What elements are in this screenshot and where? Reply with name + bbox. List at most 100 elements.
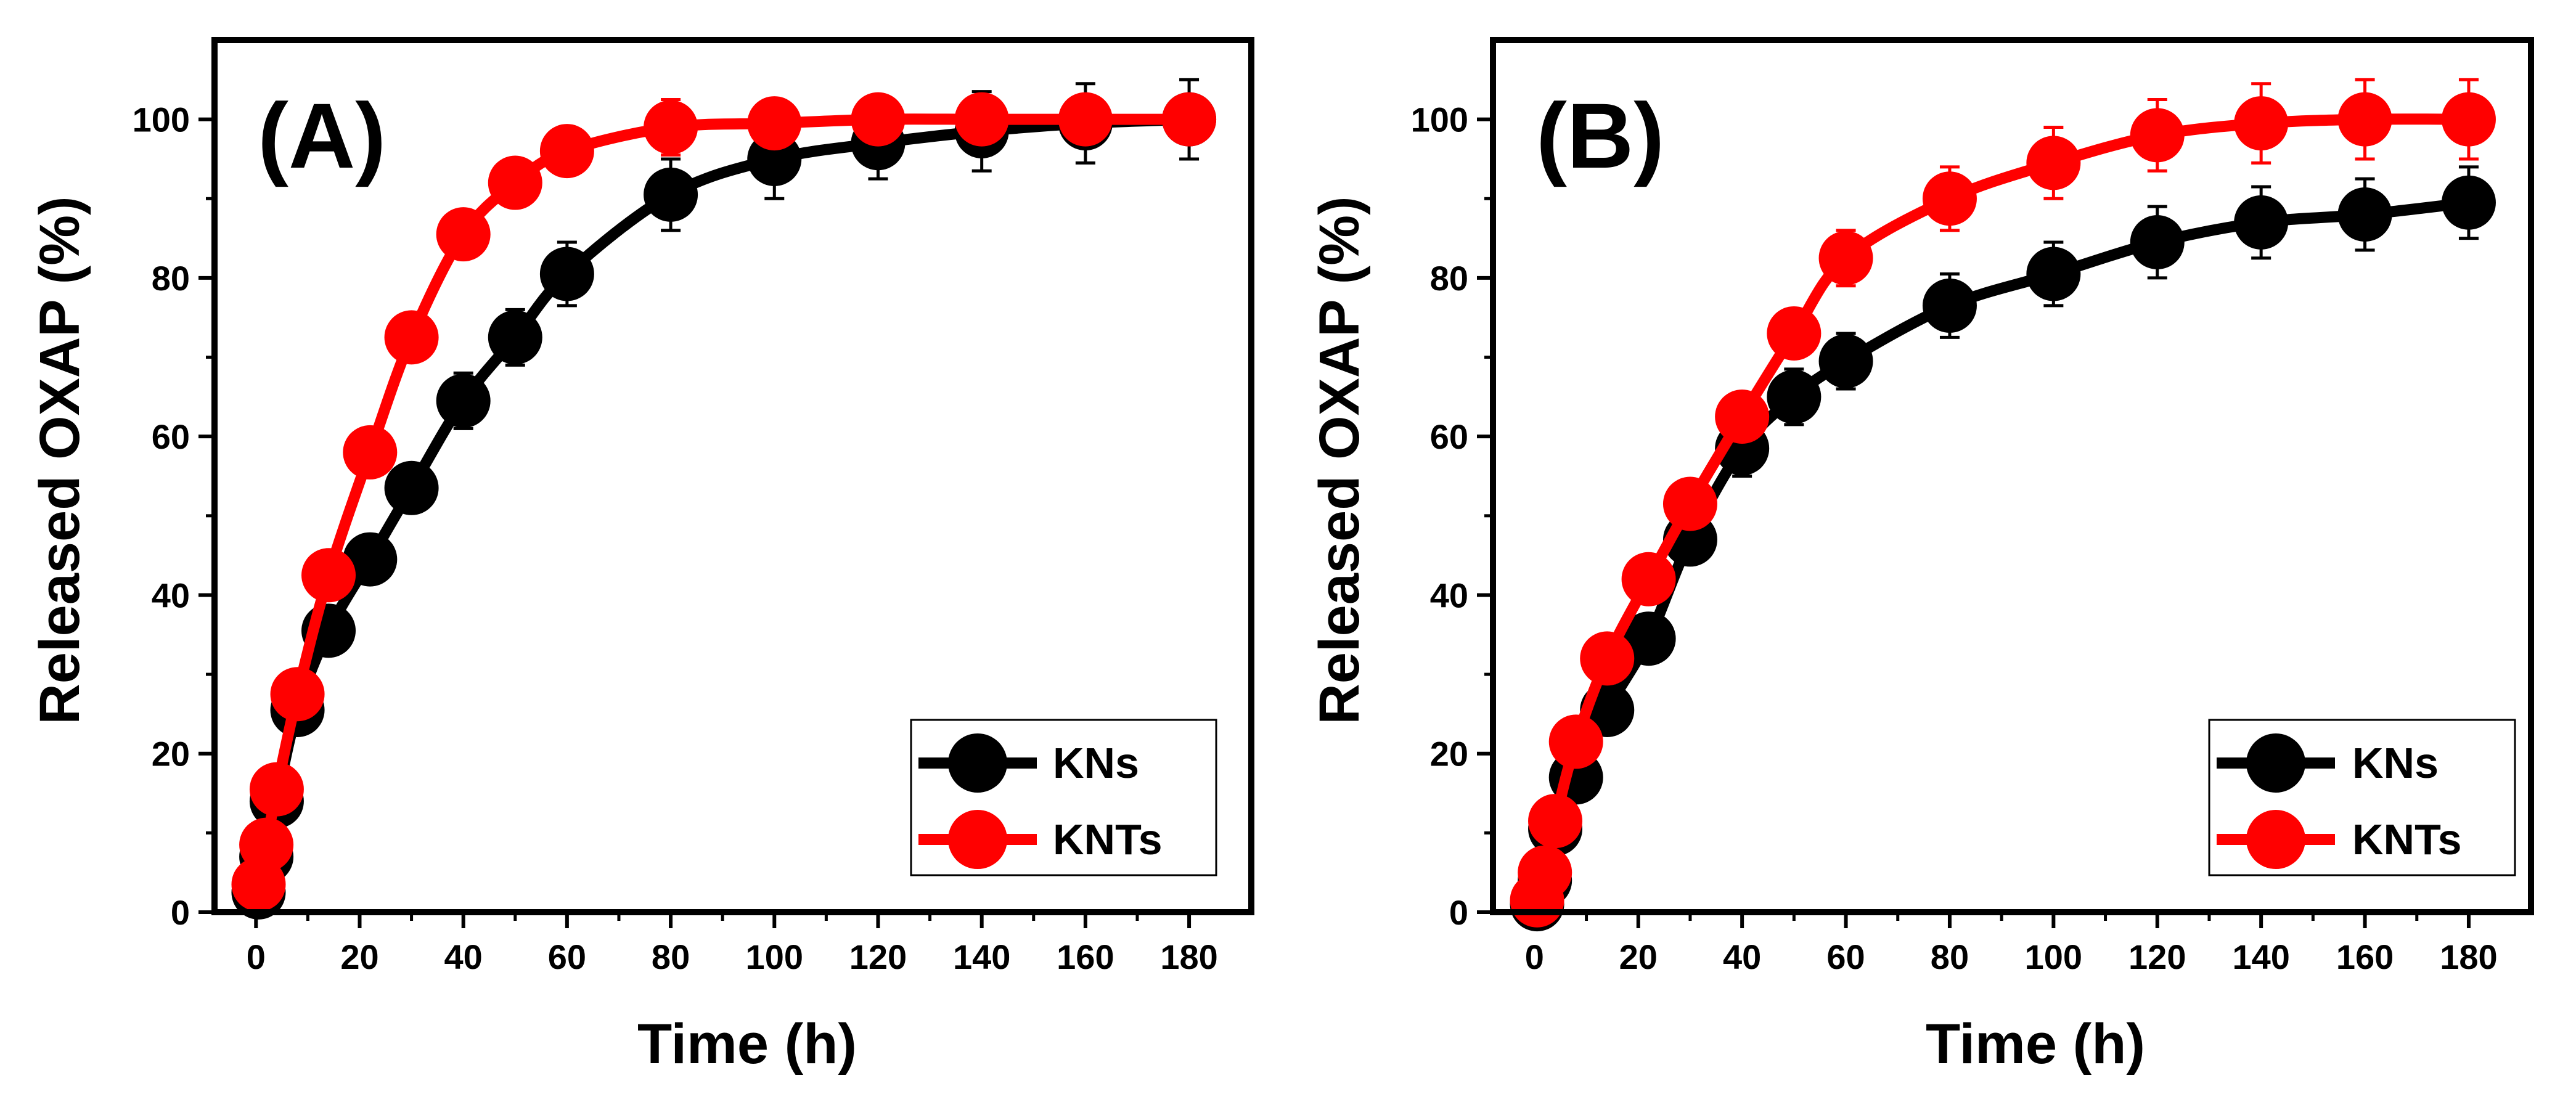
y-tick-label-a: 0: [171, 893, 190, 932]
data-point-knts-b: [1767, 306, 1822, 361]
data-point-kns-a: [384, 460, 439, 515]
y-tick-label-b: 20: [1430, 735, 1468, 774]
data-point-knts-a: [249, 762, 304, 817]
data-point-knts-b: [2441, 92, 2496, 147]
data-point-knts-a: [747, 96, 802, 151]
data-point-kns-b: [1922, 278, 1977, 333]
data-point-knts-b: [1548, 714, 1603, 769]
legend-marker-knts-b: [2246, 810, 2305, 869]
data-point-kns-b: [1767, 369, 1822, 424]
legend-marker-kns-b: [2246, 733, 2305, 793]
legend-a: KNs KNTs: [910, 719, 1217, 876]
x-tick-label-b: 120: [2128, 937, 2186, 976]
data-point-kns-b: [1818, 333, 1873, 388]
data-point-knts-a: [1058, 92, 1113, 147]
data-point-knts-a: [1162, 92, 1217, 147]
x-tick-label-a: 0: [247, 937, 266, 976]
x-tick-label-b: 140: [2232, 937, 2289, 976]
y-tick-label-b: 0: [1449, 893, 1468, 932]
data-point-knts-a: [954, 92, 1009, 147]
data-point-kns-b: [2337, 187, 2392, 242]
data-point-knts-a: [239, 817, 294, 872]
data-point-kns-b: [2026, 247, 2081, 301]
x-tick-label-a: 140: [953, 937, 1010, 976]
data-point-knts-b: [1621, 552, 1676, 606]
legend-marker-knts-a: [948, 810, 1007, 869]
x-tick-label-b: 40: [1723, 937, 1761, 976]
legend-b: KNs KNTs: [2208, 719, 2516, 876]
x-axis-title-a: Time (h): [637, 1013, 857, 1076]
x-tick-label-b: 180: [2440, 937, 2497, 976]
data-point-knts-a: [539, 124, 594, 179]
y-tick-label-b: 60: [1430, 417, 1468, 456]
data-point-knts-a: [343, 425, 398, 480]
data-point-knts-a: [270, 667, 325, 722]
data-point-kns-a: [343, 532, 398, 587]
data-point-knts-a: [436, 207, 491, 262]
data-point-knts-b: [1818, 231, 1873, 285]
data-point-knts-b: [2130, 108, 2185, 163]
data-point-knts-a: [301, 548, 356, 603]
x-tick-label-a: 100: [746, 937, 803, 976]
x-tick-label-a: 120: [849, 937, 907, 976]
y-tick-label-a: 100: [133, 100, 190, 139]
legend-label-kns-a: KNs: [1053, 739, 1139, 787]
data-point-kns-a: [488, 310, 542, 365]
data-point-knts-b: [1662, 476, 1717, 531]
data-point-kns-a: [539, 247, 594, 301]
y-tick-label-a: 60: [152, 417, 190, 456]
x-tick-label-a: 60: [548, 937, 586, 976]
legend-label-knts-a: KNTs: [1053, 815, 1163, 863]
x-tick-label-b: 100: [2025, 937, 2082, 976]
y-tick-label-b: 80: [1430, 259, 1468, 298]
data-point-knts-a: [851, 92, 906, 147]
data-point-kns-a: [644, 167, 698, 222]
data-point-knts-b: [1580, 631, 1635, 686]
data-point-kns-b: [1621, 611, 1676, 666]
data-point-kns-b: [2130, 215, 2185, 270]
legend-label-knts-b: KNTs: [2352, 815, 2462, 863]
x-axis-title-b: Time (h): [1926, 1013, 2145, 1076]
x-tick-label-a: 20: [340, 937, 378, 976]
panel-label-b: (B): [1536, 84, 1664, 187]
data-point-knts-a: [384, 310, 439, 365]
data-point-kns-a: [436, 374, 491, 428]
data-point-knts-b: [2337, 92, 2392, 147]
y-tick-label-b: 40: [1430, 576, 1468, 614]
data-point-knts-b: [2234, 96, 2289, 151]
data-point-knts-a: [488, 155, 542, 210]
x-tick-label-b: 20: [1619, 937, 1658, 976]
chart-panel-b: 0 20 40 60 80 100 120 140 160 180 0 20 40 60 80 100 (B)…: [1308, 37, 2534, 1076]
plot-frame-a: [211, 37, 1254, 915]
plot-layer-b: 0 20 40 60 80 100 120 140 160 180 0 20 40 60 80 100: [1411, 37, 2534, 976]
y-tick-label-b: 100: [1411, 100, 1468, 139]
x-tick-label-b: 160: [2336, 937, 2394, 976]
data-point-knts-b: [1922, 171, 1977, 226]
data-point-knts-b: [1518, 845, 1572, 900]
data-point-knts-b: [2026, 136, 2081, 190]
chart-panel-a: 0 20 40 60 80 100 120 140 160 180 0 20 40 60 80 100 (A)…: [28, 37, 1254, 1076]
x-tick-label-a: 160: [1057, 937, 1114, 976]
x-tick-label-b: 0: [1525, 937, 1544, 976]
y-axis-title-b: Released OXAP (%): [1308, 196, 1371, 724]
data-point-knts-a: [644, 100, 698, 155]
y-tick-label-a: 40: [152, 576, 190, 614]
x-tick-label-b: 60: [1826, 937, 1865, 976]
plot-layer-a: 0 20 40 60 80 100 120 140 160 180 0 20 40 60 80 100: [133, 37, 1254, 976]
x-tick-label-a: 80: [652, 937, 690, 976]
legend-marker-kns-a: [948, 733, 1007, 793]
y-tick-label-a: 20: [152, 735, 190, 774]
data-point-knts-b: [1715, 390, 1770, 444]
data-point-kns-b: [2441, 175, 2496, 230]
plot-frame-b: [1490, 37, 2534, 915]
data-point-knts-b: [1528, 794, 1583, 849]
x-tick-label-a: 180: [1160, 937, 1217, 976]
y-axis-title-a: Released OXAP (%): [28, 196, 91, 724]
x-tick-label-b: 80: [1931, 937, 1969, 976]
y-tick-label-a: 80: [152, 259, 190, 298]
x-tick-label-a: 40: [444, 937, 483, 976]
data-point-kns-b: [2234, 195, 2289, 250]
legend-label-kns-b: KNs: [2352, 739, 2439, 787]
panel-label-a: (A): [258, 84, 386, 187]
